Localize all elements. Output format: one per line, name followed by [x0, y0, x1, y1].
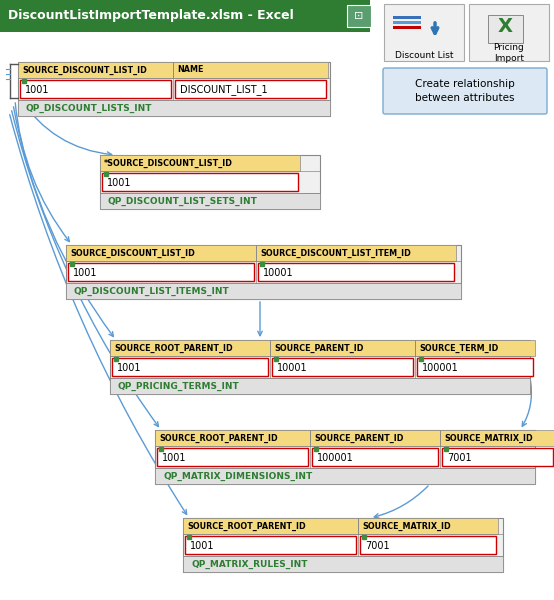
Text: QP_DISCOUNT_LIST_SETS_INT: QP_DISCOUNT_LIST_SETS_INT: [108, 196, 258, 206]
Text: 7001: 7001: [447, 453, 471, 463]
Text: NAME: NAME: [177, 65, 203, 74]
Text: Discount List: Discount List: [395, 50, 453, 59]
Bar: [18, 100, 330, 116]
Text: Pricing
Import: Pricing Import: [494, 43, 525, 63]
Text: QP_PRICING_TERMS_INT: QP_PRICING_TERMS_INT: [118, 382, 240, 391]
Bar: [310, 430, 440, 446]
Bar: [110, 378, 530, 394]
Bar: [173, 62, 328, 78]
Text: 1001: 1001: [162, 453, 187, 463]
Text: ⊡: ⊡: [355, 11, 363, 21]
Bar: [66, 245, 461, 299]
Bar: [112, 358, 268, 376]
Bar: [393, 25, 421, 29]
Text: SOURCE_DISCOUNT_LIST_ID: SOURCE_DISCOUNT_LIST_ID: [22, 65, 147, 74]
Text: QP_MATRIX_RULES_INT: QP_MATRIX_RULES_INT: [191, 559, 307, 569]
Bar: [183, 518, 503, 572]
Bar: [272, 358, 413, 376]
Bar: [442, 448, 553, 466]
Bar: [20, 80, 171, 98]
Bar: [183, 556, 503, 572]
Text: 100001: 100001: [317, 453, 354, 463]
Bar: [155, 430, 535, 484]
Bar: [440, 430, 554, 446]
Bar: [312, 448, 438, 466]
Text: SOURCE_ROOT_PARENT_ID: SOURCE_ROOT_PARENT_ID: [159, 433, 278, 443]
Text: DiscountListImportTemplate.xlsm - Excel: DiscountListImportTemplate.xlsm - Excel: [8, 10, 294, 22]
Bar: [100, 155, 320, 209]
Text: 10001: 10001: [277, 363, 307, 373]
Text: 100001: 100001: [422, 363, 459, 373]
Text: SOURCE_MATRIX_ID: SOURCE_MATRIX_ID: [444, 433, 532, 443]
Text: 1001: 1001: [107, 178, 131, 188]
Text: SOURCE_MATRIX_ID: SOURCE_MATRIX_ID: [362, 521, 450, 530]
Bar: [183, 518, 358, 534]
Text: 1001: 1001: [190, 541, 214, 551]
Text: SOURCE_ROOT_PARENT_ID: SOURCE_ROOT_PARENT_ID: [114, 343, 233, 353]
FancyBboxPatch shape: [347, 5, 371, 27]
FancyBboxPatch shape: [383, 68, 547, 114]
FancyBboxPatch shape: [384, 4, 464, 61]
Bar: [393, 16, 421, 19]
Text: 1001: 1001: [73, 268, 98, 278]
Bar: [66, 283, 461, 299]
Bar: [270, 340, 415, 356]
FancyBboxPatch shape: [469, 4, 549, 61]
Text: SOURCE_ROOT_PARENT_ID: SOURCE_ROOT_PARENT_ID: [187, 521, 306, 530]
Bar: [155, 468, 535, 484]
Text: 7001: 7001: [365, 541, 389, 551]
Bar: [68, 263, 254, 281]
Text: 1001: 1001: [25, 85, 49, 95]
Bar: [393, 20, 421, 24]
Bar: [66, 245, 256, 261]
Text: SOURCE_TERM_ID: SOURCE_TERM_ID: [419, 343, 498, 353]
Bar: [488, 15, 523, 43]
Text: QP_DISCOUNT_LISTS_INT: QP_DISCOUNT_LISTS_INT: [26, 103, 152, 113]
Bar: [100, 193, 320, 209]
Bar: [157, 448, 308, 466]
Bar: [175, 80, 326, 98]
Bar: [256, 245, 456, 261]
Bar: [360, 536, 496, 554]
Text: 1001: 1001: [117, 363, 141, 373]
Bar: [18, 62, 330, 116]
Text: SOURCE_DISCOUNT_LIST_ITEM_ID: SOURCE_DISCOUNT_LIST_ITEM_ID: [260, 248, 411, 257]
Text: *SOURCE_DISCOUNT_LIST_ID: *SOURCE_DISCOUNT_LIST_ID: [104, 158, 233, 167]
Bar: [185, 536, 356, 554]
Text: X: X: [497, 17, 512, 37]
Text: SOURCE_PARENT_ID: SOURCE_PARENT_ID: [274, 343, 363, 353]
Bar: [102, 173, 298, 191]
Text: QP_MATRIX_DIMENSIONS_INT: QP_MATRIX_DIMENSIONS_INT: [163, 472, 312, 481]
Bar: [415, 340, 535, 356]
Bar: [417, 358, 533, 376]
Text: SOURCE_DISCOUNT_LIST_ID: SOURCE_DISCOUNT_LIST_ID: [70, 248, 195, 257]
Text: 10001: 10001: [263, 268, 294, 278]
Text: Create relationship
between attributes: Create relationship between attributes: [415, 79, 515, 103]
Bar: [258, 263, 454, 281]
Bar: [0, 0, 370, 32]
Bar: [155, 430, 310, 446]
Bar: [100, 155, 300, 171]
Text: DISCOUNT_LIST_1: DISCOUNT_LIST_1: [180, 85, 268, 95]
Bar: [18, 62, 173, 78]
Bar: [110, 340, 530, 394]
Text: QP_DISCOUNT_LIST_ITEMS_INT: QP_DISCOUNT_LIST_ITEMS_INT: [74, 286, 230, 296]
Bar: [110, 340, 270, 356]
Text: SOURCE_PARENT_ID: SOURCE_PARENT_ID: [314, 433, 403, 443]
Bar: [358, 518, 498, 534]
